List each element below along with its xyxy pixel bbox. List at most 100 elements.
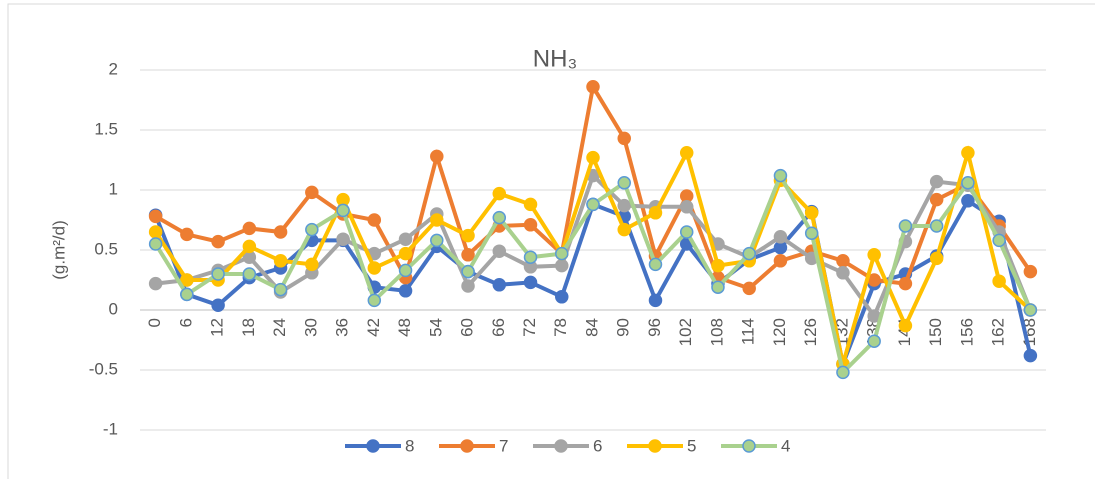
x-tick-label: 78 (551, 318, 570, 337)
y-tick-label: -0.5 (89, 359, 118, 378)
data-point (461, 279, 475, 293)
data-point (430, 213, 444, 227)
x-tick-label: 66 (489, 318, 508, 337)
y-tick-label: 2 (109, 59, 118, 78)
data-point (711, 280, 725, 294)
x-tick-label: 114 (739, 318, 758, 345)
legend-label: 5 (687, 436, 696, 455)
data-point (617, 176, 631, 190)
data-point (523, 197, 538, 212)
data-point (336, 232, 350, 246)
data-point (492, 244, 507, 258)
data-point (180, 287, 194, 302)
data-point (867, 248, 881, 262)
data-point (398, 232, 413, 246)
data-point (961, 146, 975, 160)
x-tick-label: 24 (270, 318, 289, 337)
data-point (742, 281, 756, 296)
data-point (648, 257, 663, 272)
x-tick-label: 42 (364, 318, 383, 337)
legend-marker (366, 439, 380, 453)
data-point (992, 274, 1006, 288)
data-point (617, 198, 631, 213)
data-point (398, 246, 413, 261)
x-tick-label: 6 (176, 318, 195, 327)
data-point (305, 185, 319, 200)
data-point (929, 251, 944, 266)
y-axis-label: (g.m²/d) (49, 220, 68, 280)
data-point (430, 233, 444, 248)
x-tick-label: 36 (333, 318, 352, 337)
data-point (961, 194, 975, 208)
data-point (586, 150, 600, 165)
data-point (648, 293, 663, 308)
chart-title: NH₃ (533, 45, 577, 72)
data-point (180, 227, 194, 242)
data-point (617, 131, 631, 146)
data-point (305, 222, 319, 237)
data-point (148, 237, 163, 251)
data-point (1023, 303, 1038, 317)
y-tick-label: -1 (103, 419, 118, 438)
x-tick-label: 150 (926, 318, 945, 346)
data-point (898, 276, 913, 291)
data-point (273, 282, 288, 297)
y-tick-label: 0 (109, 299, 118, 318)
data-point (555, 246, 569, 261)
legend-marker (460, 439, 474, 453)
data-point (242, 267, 257, 281)
y-tick-label: 1.5 (94, 119, 118, 138)
data-point (523, 250, 538, 264)
data-point (836, 365, 850, 380)
data-point (492, 210, 507, 225)
data-point (648, 206, 663, 220)
data-point (742, 246, 756, 261)
data-point (929, 174, 944, 189)
x-tick-label: 30 (301, 318, 320, 337)
data-point (1023, 264, 1038, 279)
data-point (867, 334, 881, 348)
data-point (523, 275, 538, 290)
x-tick-label: 108 (707, 318, 726, 346)
data-point (461, 228, 475, 243)
data-point (461, 248, 475, 262)
data-point (1023, 348, 1038, 363)
x-tick-label: 72 (520, 318, 539, 337)
data-point (711, 258, 725, 273)
x-tick-label: 54 (426, 318, 445, 337)
legend-marker (648, 439, 662, 453)
data-point (929, 219, 944, 233)
data-point (148, 225, 163, 239)
x-tick-label: 84 (582, 318, 601, 337)
y-tick-label: 1 (109, 179, 118, 198)
x-tick-label: 90 (614, 318, 633, 337)
data-point (273, 254, 288, 268)
data-point (617, 222, 631, 237)
legend-label: 4 (781, 436, 790, 455)
data-point (555, 258, 569, 273)
data-point (773, 168, 788, 183)
data-point (211, 267, 225, 281)
legend-label: 6 (593, 436, 602, 455)
data-point (523, 218, 538, 232)
data-point (242, 239, 257, 254)
data-point (367, 261, 382, 275)
data-point (929, 192, 944, 207)
x-tick-label: 96 (645, 318, 664, 337)
legend-marker (742, 439, 756, 453)
data-point (461, 264, 475, 279)
data-point (492, 186, 507, 201)
data-point (773, 254, 788, 268)
legend-marker (554, 439, 568, 453)
data-point (242, 221, 257, 236)
x-tick-label: 126 (801, 318, 820, 346)
data-point (804, 226, 819, 240)
data-point (180, 273, 194, 287)
data-point (898, 318, 913, 333)
x-tick-label: 0 (145, 318, 164, 327)
data-point (305, 257, 319, 272)
legend-label: 8 (405, 436, 414, 455)
data-point (273, 225, 288, 239)
